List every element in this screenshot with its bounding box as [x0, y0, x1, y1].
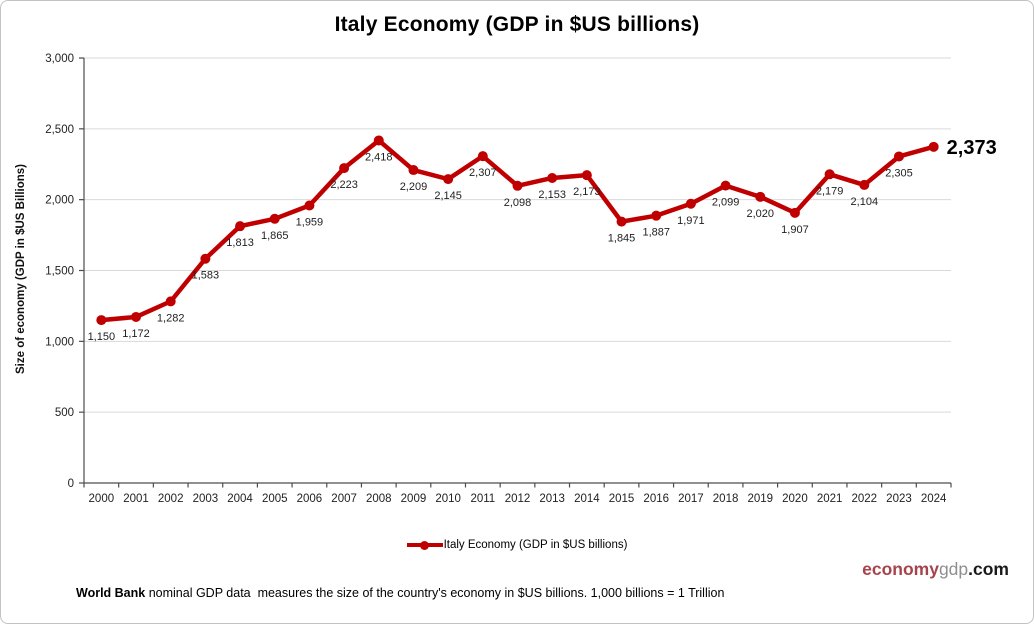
x-tick-label: 2012	[505, 493, 531, 505]
data-point	[339, 163, 350, 174]
x-tick-label: 2009	[401, 493, 427, 505]
x-tick-label: 2008	[366, 493, 392, 505]
x-tick-label: 2023	[886, 493, 912, 505]
y-tick-label: 3,000	[45, 53, 74, 65]
x-tick-label: 2017	[678, 493, 704, 505]
y-tick-label: 0	[68, 478, 74, 490]
legend-dot-icon	[419, 540, 429, 550]
x-tick-label: 2000	[89, 493, 115, 505]
x-tick-label: 2024	[921, 493, 947, 505]
data-label: 1,959	[296, 216, 324, 228]
x-tick-label: 2020	[782, 493, 808, 505]
data-point	[96, 315, 107, 326]
data-point	[859, 179, 870, 190]
x-tick-label: 2022	[852, 493, 878, 505]
data-label: 1,150	[88, 331, 116, 343]
x-tick-label: 2015	[609, 493, 635, 505]
x-tick-label: 2018	[713, 493, 739, 505]
data-label: 2,173	[573, 186, 601, 198]
x-tick-label: 2004	[227, 493, 253, 505]
data-point	[408, 165, 419, 176]
x-tick-label: 2001	[123, 493, 149, 505]
data-label: 1,172	[122, 328, 150, 340]
data-label: 2,145	[434, 190, 462, 202]
data-label: 2,307	[469, 167, 497, 179]
x-tick-label: 2014	[574, 493, 600, 505]
x-tick-label: 2011	[470, 493, 495, 505]
footer-note-text: nominal GDP data measures the size of th…	[145, 586, 725, 600]
data-point	[789, 207, 800, 218]
data-point	[616, 216, 627, 227]
data-label: 1,813	[226, 237, 254, 249]
x-tick-label: 2007	[331, 493, 357, 505]
data-point	[755, 191, 766, 202]
y-tick-label: 500	[55, 407, 74, 419]
footer-note: World Bank nominal GDP data measures the…	[76, 586, 724, 600]
data-point	[512, 180, 523, 191]
x-tick-label: 2002	[158, 493, 184, 505]
x-tick-label: 2003	[193, 493, 219, 505]
x-tick-label: 2021	[817, 493, 843, 505]
data-label: 1,887	[642, 227, 670, 239]
data-label: 2,209	[400, 181, 428, 193]
data-point	[893, 151, 904, 162]
data-point	[824, 169, 835, 180]
x-tick-label: 2005	[262, 493, 288, 505]
footer-note-bold: World Bank	[76, 586, 146, 600]
data-point	[131, 311, 142, 322]
data-label: 1,282	[157, 312, 185, 324]
x-tick-label: 2010	[435, 493, 461, 505]
x-tick-label: 2013	[539, 493, 565, 505]
data-label: 2,099	[712, 197, 740, 209]
data-point	[477, 151, 488, 162]
data-point	[651, 210, 662, 221]
data-label: 1,971	[677, 215, 705, 227]
data-point	[165, 296, 176, 307]
brand-logo: economygdp.com	[862, 559, 1009, 580]
data-point	[720, 180, 731, 191]
data-point	[685, 198, 696, 209]
data-label: 2,179	[816, 185, 844, 197]
series-line	[99, 138, 936, 323]
y-tick-label: 2,500	[45, 124, 74, 136]
x-tick-label: 2006	[297, 493, 323, 505]
data-label: 2,223	[330, 179, 358, 191]
data-label: 2,153	[538, 189, 566, 201]
y-tick-label: 1,500	[45, 266, 74, 278]
brand-com: .com	[968, 559, 1009, 579]
x-tick-label: 2019	[747, 493, 773, 505]
y-tick-label: 2,000	[45, 195, 74, 207]
data-point	[200, 253, 211, 264]
data-point	[304, 200, 315, 211]
data-label: 2,098	[504, 197, 532, 209]
brand-economy: economy	[862, 559, 939, 579]
brand-gdp: gdp	[938, 559, 969, 579]
chart-title: Italy Economy (GDP in $US billions)	[334, 13, 700, 36]
data-label: 2,020	[746, 208, 774, 220]
data-point	[581, 170, 592, 181]
data-label: 1,865	[261, 230, 289, 242]
data-point	[443, 174, 454, 185]
data-label: 1,583	[192, 270, 220, 282]
data-label: 1,845	[608, 233, 636, 245]
data-point	[269, 213, 280, 224]
data-point	[547, 172, 558, 183]
data-point	[373, 135, 384, 146]
data-label: 1,907	[781, 224, 809, 236]
legend: Italy Economy (GDP in $US billions)	[1, 539, 1033, 551]
x-tick-label: 2016	[643, 493, 669, 505]
legend-line-marker-icon	[406, 540, 443, 550]
data-label: 2,104	[851, 196, 879, 208]
y-tick-label: 1,000	[45, 336, 74, 348]
data-label: 2,418	[365, 151, 393, 163]
data-label-last: 2,373	[947, 137, 997, 159]
data-point	[928, 141, 939, 152]
data-point	[235, 221, 246, 232]
legend-label: Italy Economy (GDP in $US billions)	[443, 539, 628, 551]
data-label: 2,305	[885, 167, 913, 179]
